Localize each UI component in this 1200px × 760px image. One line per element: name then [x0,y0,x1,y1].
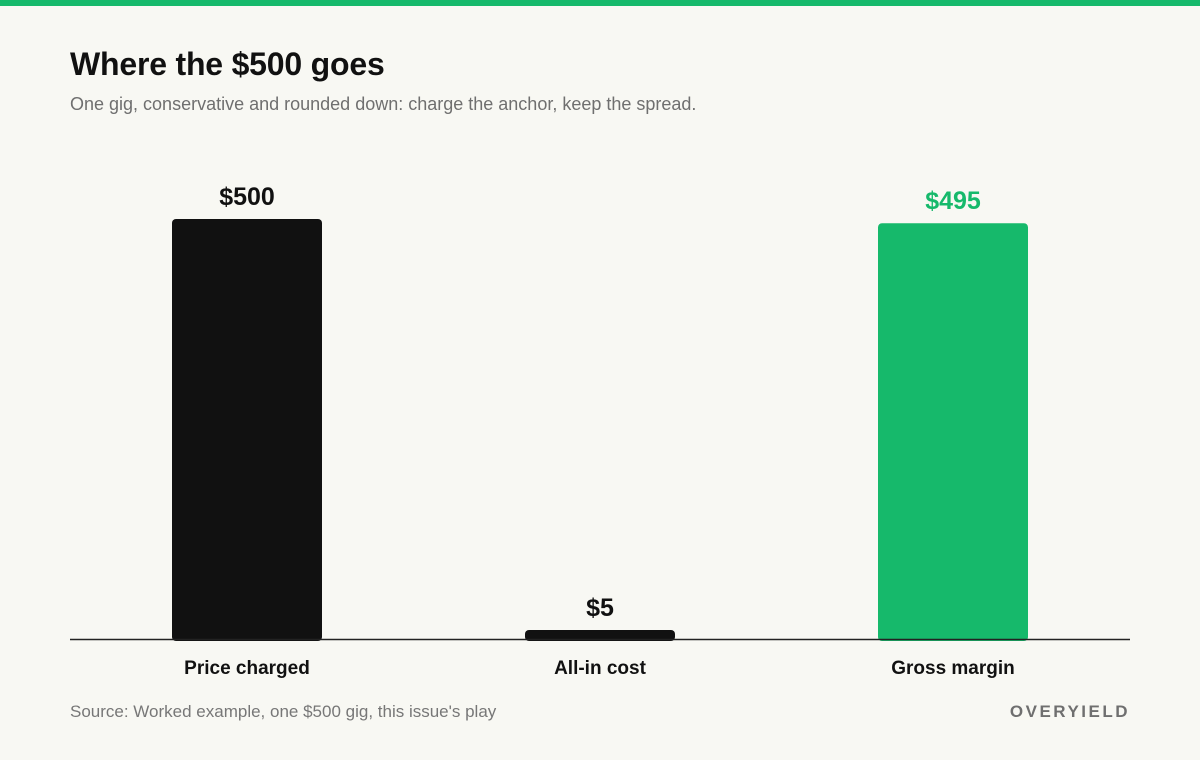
brand-logo-text: OVERYIELD [1009,702,1130,721]
bar-gross-margin [878,223,1028,641]
category-label: Gross margin [891,658,1015,679]
top-accent-bar [0,0,1200,6]
bar-all-in-cost [525,630,675,641]
category-label: All-in cost [554,658,647,679]
value-label: $5 [586,594,614,622]
source-note: Source: Worked example, one $500 gig, th… [70,702,497,721]
category-label: Price charged [184,658,310,679]
value-label: $500 [219,183,275,211]
chart-subtitle: One gig, conservative and rounded down: … [70,94,697,114]
bar-price-charged [172,219,322,641]
chart-title: Where the $500 goes [70,46,385,82]
value-label: $495 [925,187,981,215]
